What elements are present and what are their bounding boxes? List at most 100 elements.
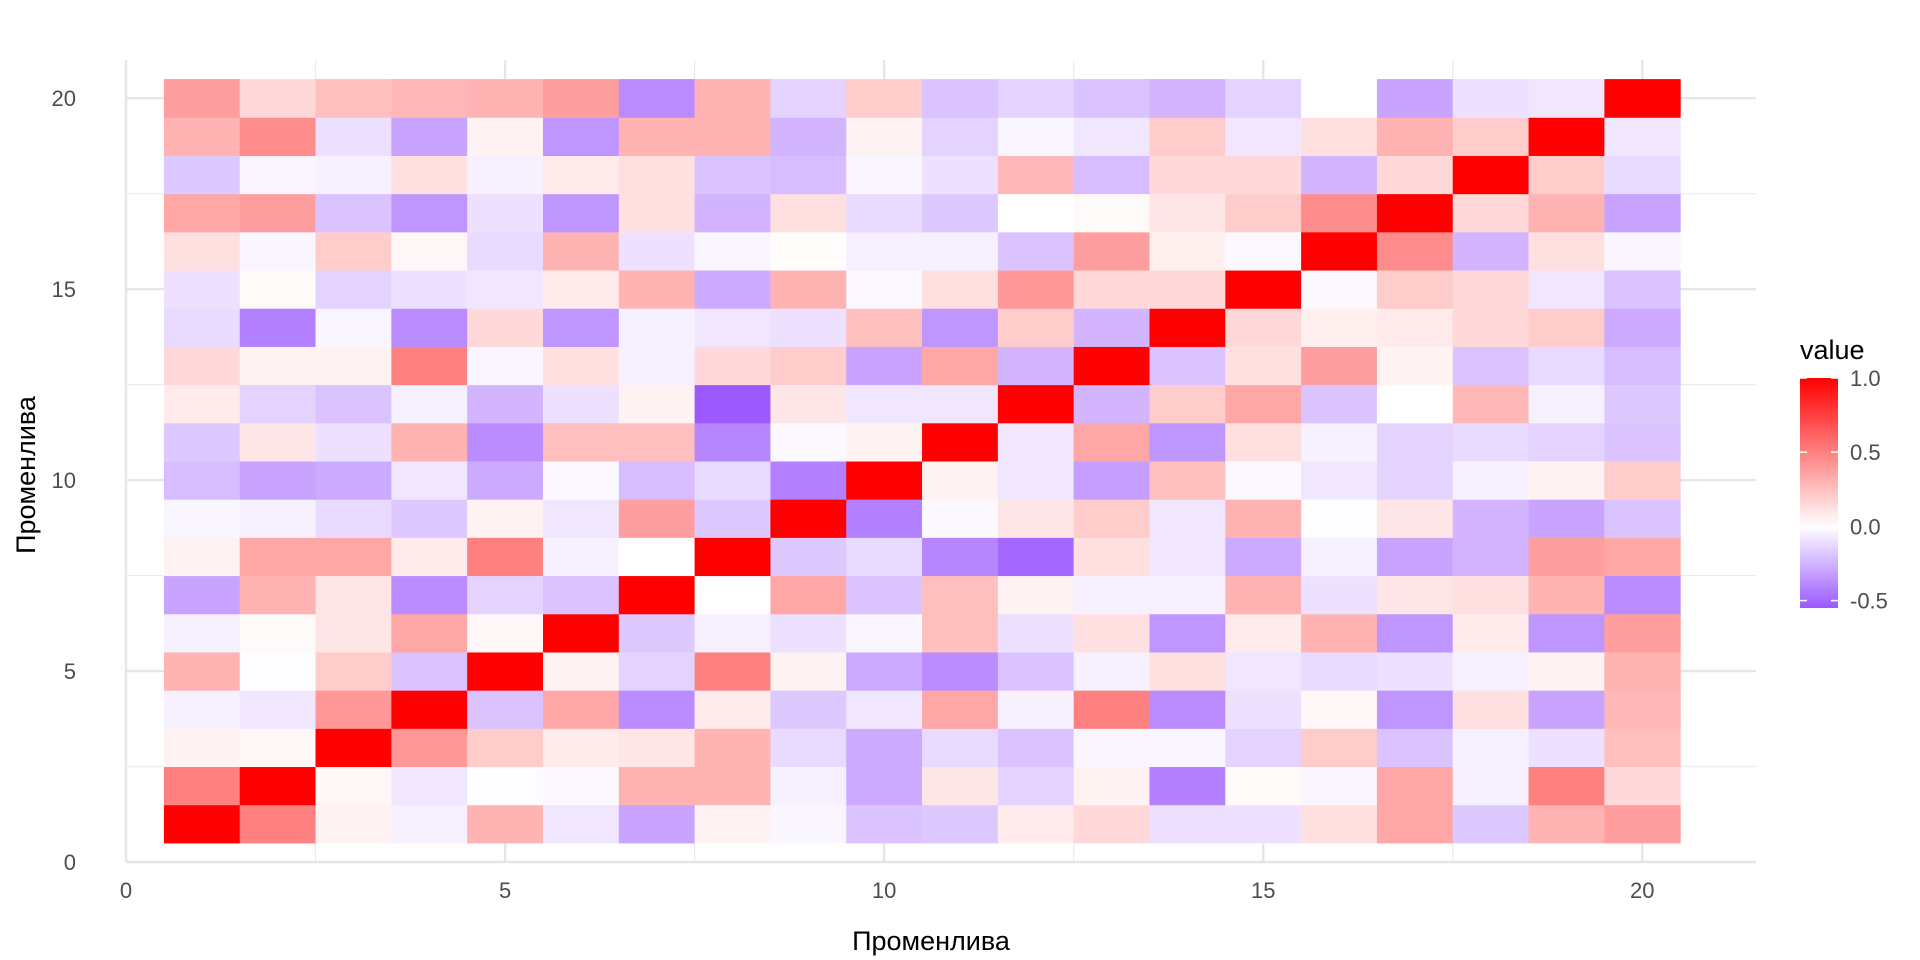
heatmap-cell [846,422,923,462]
heatmap-cell [467,499,544,538]
heatmap-cell [1452,537,1530,577]
heatmap-cell [1225,651,1302,691]
heatmap-cell [1376,651,1454,691]
heatmap-cell [1376,346,1454,386]
heatmap-cell [163,270,241,309]
heatmap-cell [163,384,241,424]
heatmap-cell [1376,155,1454,195]
heatmap-cell [1073,613,1150,653]
heatmap-cell [1528,804,1605,844]
heatmap-cell [1149,117,1226,156]
heatmap-cell [542,728,620,768]
heatmap-cell [618,537,696,577]
heatmap-cell [1225,270,1302,309]
heatmap-cell [997,537,1075,577]
heatmap-cell [315,270,392,309]
heatmap-cell [391,575,468,615]
heatmap-cell [1528,231,1605,271]
heatmap-cell [1604,384,1681,424]
heatmap-cell [1225,461,1302,500]
heatmap-cell [163,155,241,195]
heatmap-cell [542,461,620,500]
heatmap-cell [315,651,392,691]
heatmap-cell [997,384,1075,424]
heatmap-cell [1149,270,1226,309]
heatmap-cell [694,766,771,806]
heatmap-cell [618,499,696,538]
heatmap-cell [315,384,392,424]
x-tick-label: 20 [1630,878,1654,903]
heatmap-cell [467,613,544,653]
heatmap-cell [922,728,999,768]
heatmap-cell [315,766,392,806]
heatmap-cell [1149,308,1226,347]
heatmap-cell [1149,461,1226,500]
heatmap-cell [1528,384,1605,424]
heatmap-cell [694,575,771,615]
heatmap-cell [846,308,923,347]
heatmap-cell [1073,728,1150,768]
heatmap-cell [1301,79,1378,118]
heatmap-cell [1301,384,1378,424]
heatmap-cell [391,766,468,806]
heatmap-cell [770,422,847,462]
heatmap-cell [997,422,1075,462]
heatmap-cell [1604,193,1681,233]
heatmap-cell [1376,499,1454,538]
heatmap-cell [1073,766,1150,806]
heatmap-cell [922,117,999,156]
heatmap-cell [1604,346,1681,386]
heatmap-cell [542,804,620,844]
heatmap-cell [1149,384,1226,424]
heatmap-cell [163,308,241,347]
heatmap-cell [239,537,317,577]
heatmap-cell [542,346,620,386]
heatmap-cell [467,384,544,424]
heatmap-cell [542,308,620,347]
heatmap-cell [391,231,468,271]
heatmap-cell [997,79,1075,118]
heatmap-cell [1301,308,1378,347]
heatmap-cell [239,499,317,538]
heatmap-cell [997,346,1075,386]
heatmap-cell [467,231,544,271]
heatmap-cell [1301,193,1378,233]
heatmap-cell [1073,537,1150,577]
heatmap-cell [997,766,1075,806]
heatmap-cell [922,461,999,500]
heatmap-cell [618,766,696,806]
heatmap-cell [618,422,696,462]
heatmap-cell [1376,79,1454,118]
heatmap-cell [1528,270,1605,309]
heatmap-cell [618,231,696,271]
heatmap-cell [239,384,317,424]
heatmap-cell [1225,804,1302,844]
heatmap-cell [1376,728,1454,768]
heatmap-cell [770,117,847,156]
heatmap-cell [1452,155,1530,195]
heatmap-cell [1073,231,1150,271]
heatmap-cell [467,766,544,806]
heatmap-cell [1301,117,1378,156]
heatmap-cell [239,346,317,386]
heatmap-cell [618,690,696,729]
heatmap-cell [1452,346,1530,386]
heatmap-cell [1225,308,1302,347]
heatmap-cell [1528,308,1605,347]
heatmap-cell [163,537,241,577]
heatmap-cell [467,537,544,577]
heatmap-cell [997,728,1075,768]
heatmap-cell [1604,79,1681,118]
heatmap-cell [1376,193,1454,233]
heatmap-cell [239,766,317,806]
heatmap-cell [618,155,696,195]
heatmap-cell [1149,346,1226,386]
heatmap-cell [997,804,1075,844]
heatmap-cell [997,690,1075,729]
heatmap-cell [846,728,923,768]
heatmap-cell [163,575,241,615]
heatmap-cell [542,193,620,233]
heatmap-cell [315,155,392,195]
heatmap-cell [922,766,999,806]
heatmap-cell [1604,728,1681,768]
